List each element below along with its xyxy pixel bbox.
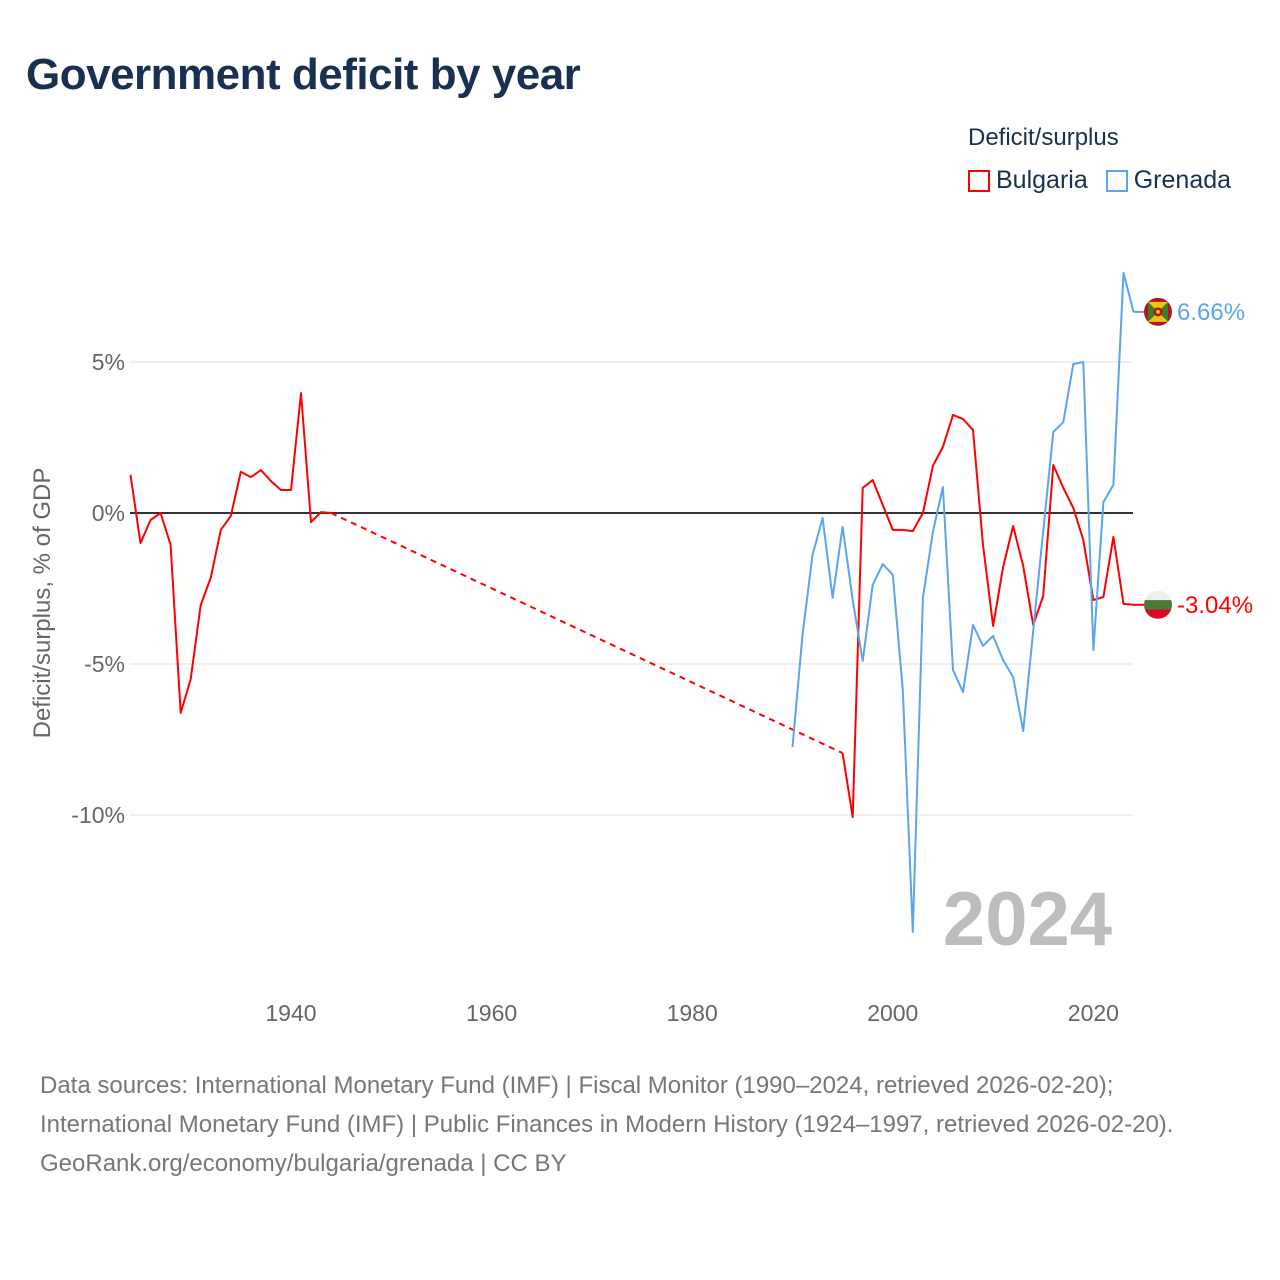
footer: Data sources: International Monetary Fun… [40,1066,1240,1183]
bulgaria-end-label: -3.04% [1177,592,1253,619]
y-tick-label: 5% [92,349,125,375]
bulgaria-flag-icon [1144,590,1172,619]
bulgaria-line [129,392,332,714]
grenada-end-label: 6.66% [1177,299,1245,326]
x-tick-label: 2000 [867,1000,918,1026]
legend-title: Deficit/surplus [968,124,1119,151]
bulgaria-gap-connector [330,512,844,754]
legend-item-grenada[interactable]: Grenada [1105,166,1232,195]
x-tick-label: 1940 [265,1000,316,1026]
y-axis-label: Deficit/surplus, % of GDP [29,468,56,739]
bulgaria-line [841,413,1134,819]
grenada-line [791,271,1135,933]
x-tick-label: 1980 [667,1000,718,1026]
legend: Bulgaria Grenada [968,166,1231,195]
grenada-flag-icon [1144,297,1172,326]
line-chart: 5% 0% -5% -10% 1940 1960 1980 2000 2020 2024 Def… [29,271,1253,1026]
page-title: Government deficit by year [26,50,581,99]
x-tick-label: 1960 [466,1000,517,1026]
credit-link[interactable]: GeoRank.org/economy/bulgaria/grenada | C… [40,1150,567,1177]
legend-label-bulgaria: Bulgaria [996,166,1088,194]
y-tick-label: -5% [84,651,125,677]
y-tick-label: -10% [71,802,125,828]
legend-item-bulgaria[interactable]: Bulgaria [968,166,1088,195]
legend-label-grenada: Grenada [1133,166,1232,194]
year-watermark: 2024 [943,877,1112,962]
bulgaria-swatch [968,169,990,192]
x-tick-label: 2020 [1068,1000,1119,1026]
y-tick-label: 0% [92,500,125,526]
data-sources: Data sources: International Monetary Fun… [40,1072,1174,1138]
grenada-swatch [1105,169,1128,192]
